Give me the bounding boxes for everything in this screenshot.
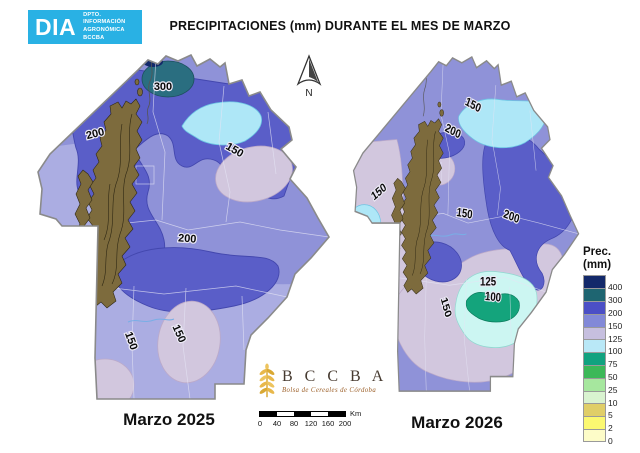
legend-title: Prec. (mm) — [583, 246, 639, 272]
river-line-blue — [127, 318, 175, 323]
caption-marzo-2026: Marzo 2026 — [411, 413, 503, 432]
dia-logo-abbr: DIA — [35, 13, 77, 40]
legend-entry: 25 — [583, 377, 639, 395]
legend-entry: 75 — [583, 352, 639, 369]
scale-tick: 40 — [272, 419, 282, 428]
legend-value: 300 — [608, 295, 623, 306]
legend-swatch — [583, 403, 606, 417]
region-125-150-east — [215, 145, 293, 203]
north-arrow-icon: N — [296, 54, 322, 98]
bccba-tagline: Bolsa de Cereales de Córdoba — [282, 386, 377, 394]
legend-entry: 125 — [583, 326, 639, 344]
legend-value: 150 — [608, 320, 623, 331]
legend-swatch — [583, 275, 606, 289]
north-arrow-shade — [309, 59, 318, 82]
legend-swatch — [583, 288, 606, 302]
map-marzo-2025: 300 200 150 200 150 150 — [37, 54, 330, 400]
legend-entry: 400 — [583, 275, 639, 292]
legend-value: 2 — [608, 423, 613, 434]
legend-value: 400 — [608, 282, 623, 293]
district-boundaries — [396, 59, 579, 392]
scale-bar-ticks: 0 40 80 120 160 200 — [257, 419, 351, 429]
legend-value: 100 — [608, 346, 623, 357]
scale-tick: 200 — [338, 419, 352, 428]
legend-rows: 400 300 200 150 125 100 75 50 25 10 5 2 … — [583, 275, 639, 446]
legend-value: 25 — [608, 384, 618, 395]
region-100-125-ne — [181, 101, 262, 146]
province-outline — [352, 56, 580, 392]
scale-tick: 160 — [321, 419, 335, 428]
river-line-blue — [426, 233, 467, 238]
contour-labels-2026: 150 200 150 150 200 125 100 150 — [368, 94, 521, 320]
legend-entry: 200 — [583, 301, 639, 318]
dia-logo-dept-line2: AGRONÓMICA BCCBA — [83, 27, 125, 41]
legend-value: 0 — [608, 436, 613, 446]
legend-swatch — [583, 377, 606, 391]
caption-marzo-2025: Marzo 2025 — [123, 410, 215, 429]
legend-entry: 5 — [583, 403, 639, 420]
contour-label: 200 — [85, 126, 106, 142]
province-outline — [37, 54, 330, 400]
dia-logo-dept: DPTO. INFORMACIÓN AGRONÓMICA BCCBA — [83, 12, 142, 42]
map-marzo-2026: 150 200 150 150 200 125 100 150 — [352, 56, 580, 392]
legend-entry: 150 — [583, 313, 639, 331]
river-line — [146, 55, 153, 125]
legend-swatch — [583, 339, 606, 353]
legend-value: 200 — [608, 308, 623, 319]
bccba-name: B C C B A — [282, 367, 388, 385]
legend-title-line2: (mm) — [583, 259, 612, 272]
legend: Prec. (mm) 400 300 200 150 125 100 75 50… — [583, 246, 639, 446]
bccba-text: B C C B A Bolsa de Cereales de Córdoba — [282, 367, 388, 394]
contour-label: 200 — [178, 232, 197, 245]
legend-entry: 10 — [583, 390, 639, 408]
contour-label: 100 — [484, 290, 501, 305]
scale-bar: Km 0 40 80 120 160 200 — [257, 409, 369, 429]
bccba-logo: B C C B A Bolsa de Cereales de Córdoba — [258, 361, 387, 401]
contour-label: 200 — [502, 208, 521, 227]
legend-value: 10 — [608, 397, 618, 408]
dia-logo: DIA DPTO. INFORMACIÓN AGRONÓMICA BCCBA — [28, 10, 142, 44]
legend-entry: 2 — [583, 416, 639, 433]
legend-value: 125 — [608, 333, 623, 344]
region-100-125-ne — [458, 98, 547, 149]
contour-label: 125 — [480, 275, 496, 288]
legend-entry: 100 — [583, 339, 639, 356]
district-boundaries — [61, 55, 329, 399]
legend-swatch — [583, 313, 606, 327]
legend-value: 50 — [608, 372, 618, 383]
scale-tick: 120 — [304, 419, 318, 428]
contour-label: 150 — [456, 206, 473, 222]
dia-logo-dept-line1: DPTO. INFORMACIÓN — [83, 11, 126, 26]
legend-swatch — [583, 301, 606, 314]
legend-entry: 300 — [583, 288, 639, 305]
legend-swatch — [583, 429, 606, 442]
north-label: N — [305, 88, 312, 98]
region-200-300-south — [113, 247, 280, 313]
scale-bar-segments — [259, 410, 346, 417]
legend-entry: 0 — [583, 429, 639, 446]
scale-tick: 0 — [257, 419, 263, 428]
region-125-150-south — [157, 300, 221, 384]
legend-swatch — [583, 365, 606, 378]
legend-swatch — [583, 326, 606, 340]
legend-swatch — [583, 352, 606, 366]
scale-bar-unit: Km — [350, 409, 362, 418]
region-200-300-ne-corner — [558, 60, 573, 75]
wheat-icon — [259, 363, 275, 398]
legend-value: 75 — [608, 359, 618, 370]
page-title: PRECIPITACIONES (mm) DURANTE EL MES DE M… — [169, 19, 511, 33]
legend-swatch — [583, 390, 606, 404]
legend-swatch — [583, 416, 606, 429]
contour-label: 300 — [154, 81, 172, 93]
scale-tick: 80 — [289, 419, 299, 428]
legend-value: 5 — [608, 410, 613, 421]
legend-entry: 50 — [583, 365, 639, 382]
legend-title-line1: Prec. — [583, 246, 612, 258]
region-75-100-green — [465, 292, 520, 323]
